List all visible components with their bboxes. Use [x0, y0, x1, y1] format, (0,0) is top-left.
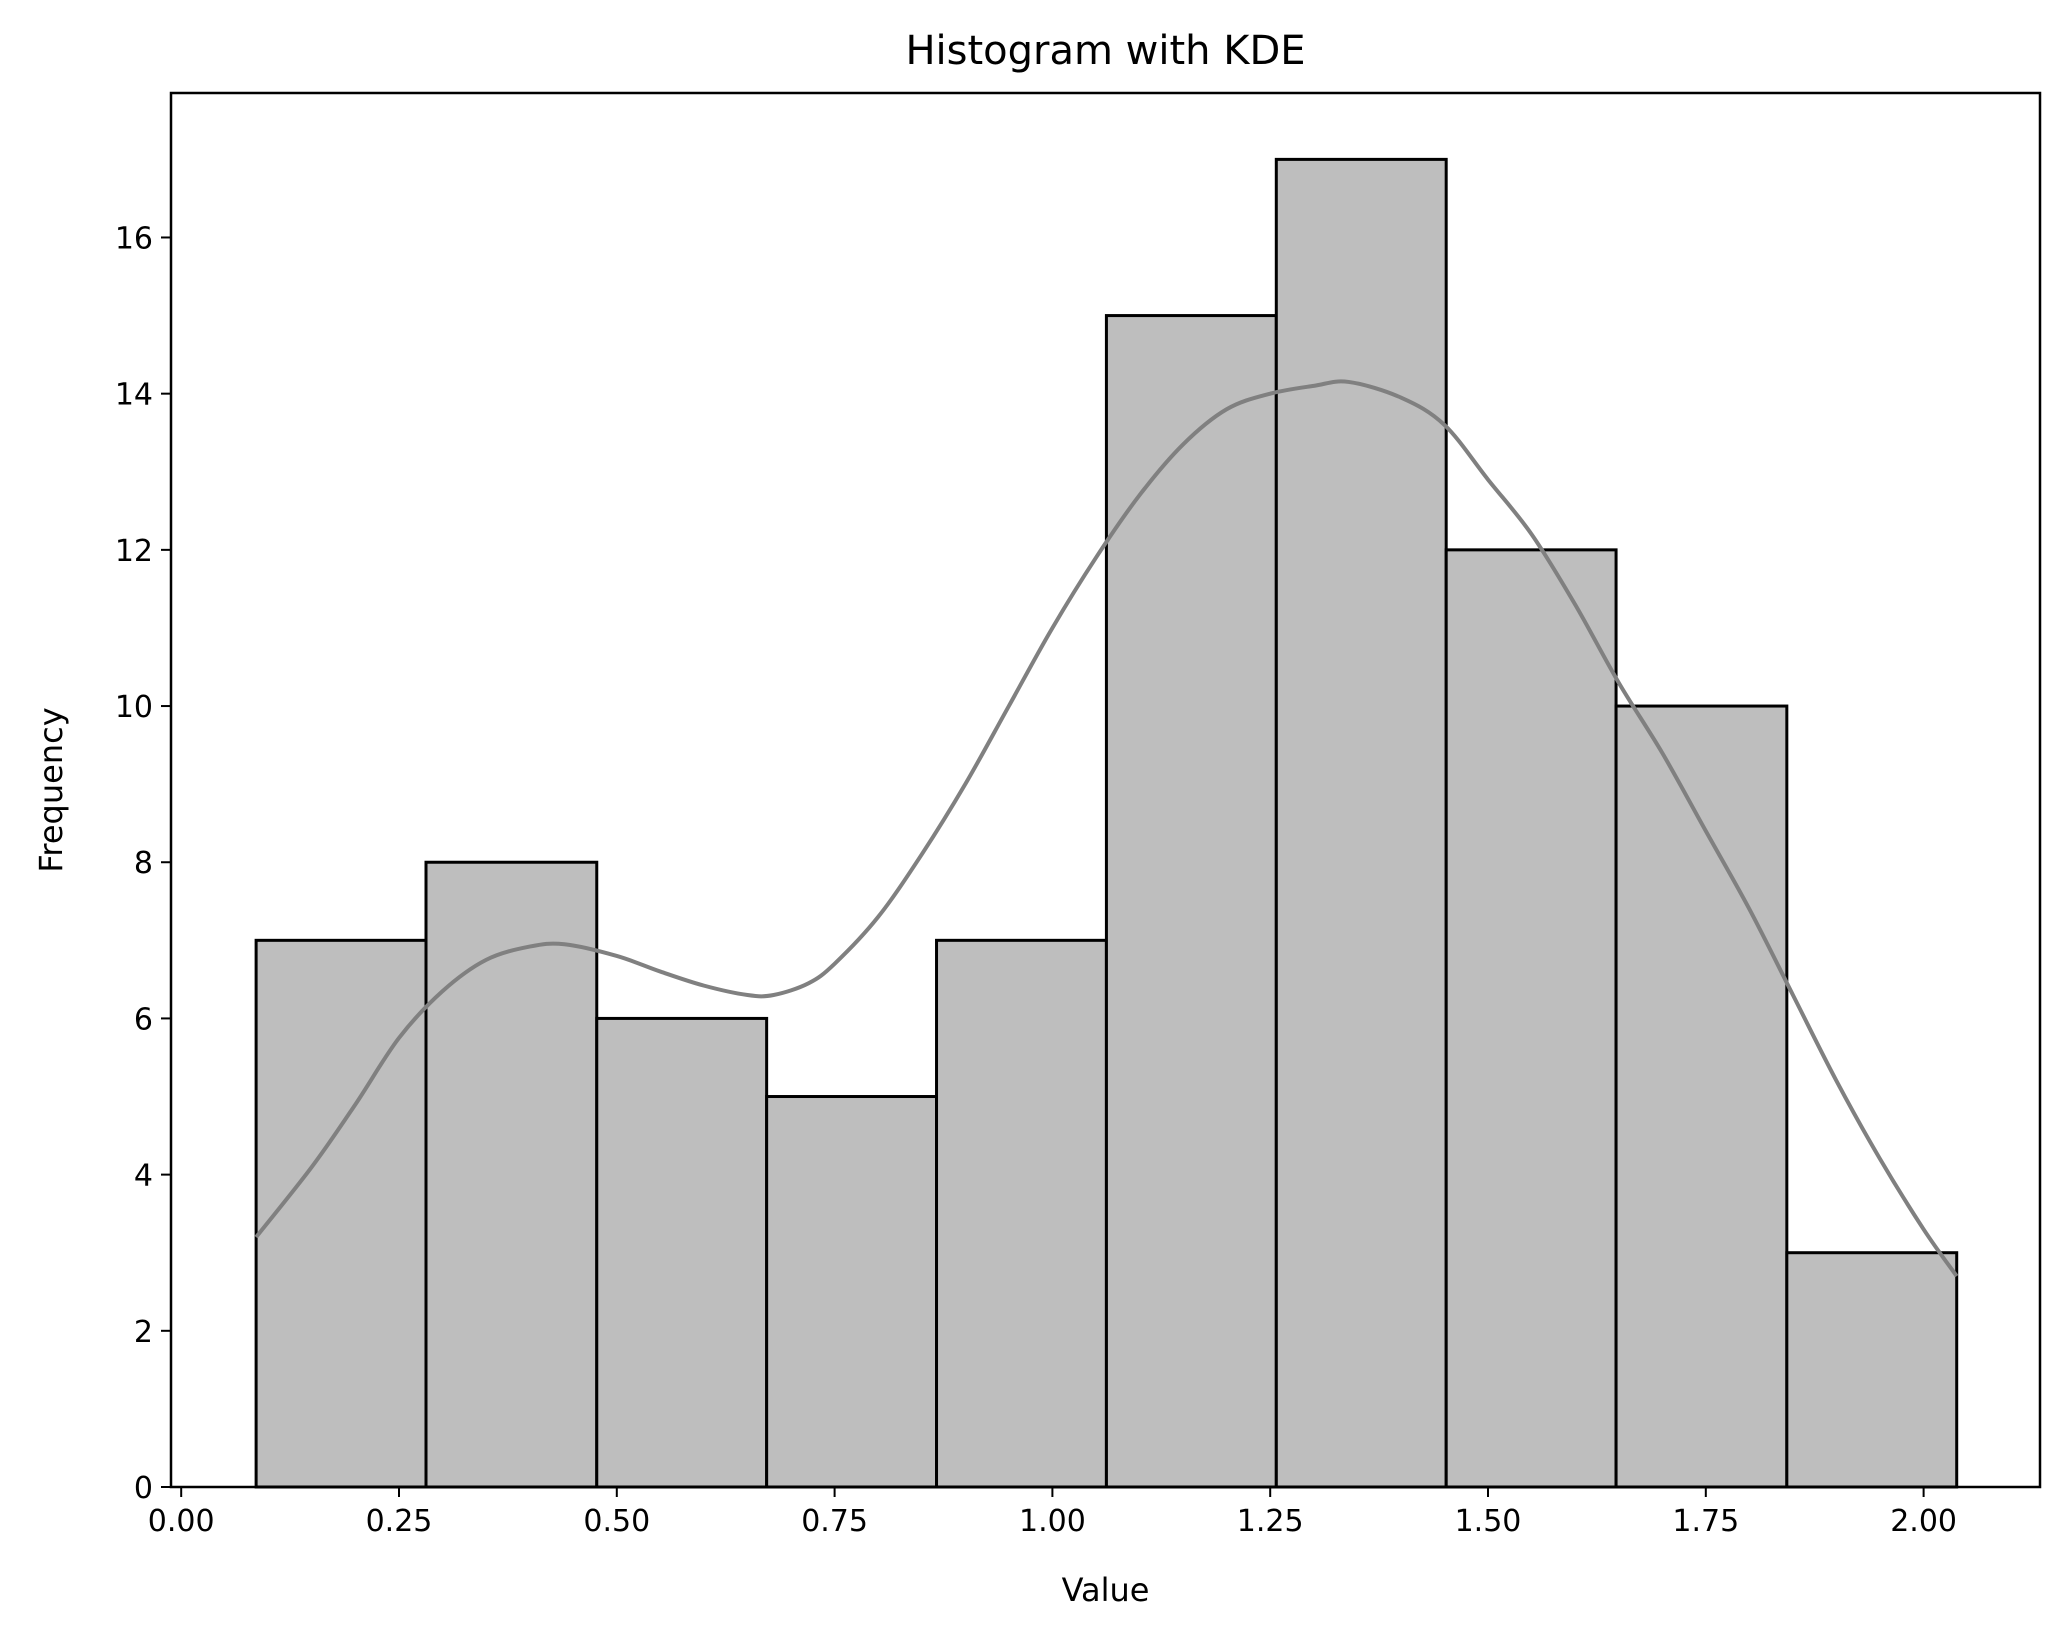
- histogram-bar-6: [1104, 314, 1278, 1489]
- x-tick-label: 0.75: [801, 1504, 868, 1539]
- x-tick-label: 1.50: [1455, 1504, 1522, 1539]
- y-axis-title: Frequency: [32, 707, 70, 872]
- y-tick-label: 14: [115, 378, 153, 413]
- x-tick-label: 1.75: [1672, 1504, 1739, 1539]
- histogram-bar-10: [1785, 1251, 1959, 1489]
- y-tick-label: 10: [115, 690, 153, 725]
- histogram-bar-8: [1444, 548, 1618, 1489]
- histogram-bar-1: [254, 938, 428, 1489]
- bars-layer: [254, 157, 1959, 1489]
- y-tick-label: 4: [134, 1159, 153, 1194]
- x-tick-label: 0.25: [366, 1504, 433, 1539]
- x-axis-title: Value: [1062, 1571, 1150, 1609]
- x-tick-label: 0.50: [583, 1504, 650, 1539]
- chart-title: Histogram with KDE: [905, 28, 1305, 74]
- histogram-bar-3: [595, 1016, 769, 1489]
- histogram-bar-2: [424, 860, 599, 1489]
- y-tick-label: 8: [134, 846, 153, 881]
- y-tick-label: 16: [115, 221, 153, 256]
- histogram-bar-7: [1274, 157, 1448, 1489]
- histogram-bar-9: [1614, 704, 1789, 1489]
- x-tick-label: 1.00: [1019, 1504, 1086, 1539]
- x-tick-label: 2.00: [1890, 1504, 1957, 1539]
- y-tick-label: 6: [134, 1002, 153, 1037]
- plot-frame: [169, 91, 2042, 1489]
- x-tick-label: 1.25: [1237, 1504, 1304, 1539]
- histogram-bar-5: [935, 938, 1108, 1489]
- y-axis: 0 2 4 6 8 10 12 14 16: [115, 221, 171, 1506]
- y-tick-label: 2: [134, 1315, 153, 1350]
- y-tick-label: 12: [115, 534, 153, 569]
- kde-curve: [254, 379, 1959, 1278]
- x-axis: 0.00 0.25 0.50 0.75 1.00 1.25 1.50 1.75 2.00: [148, 1487, 1957, 1539]
- x-tick-label: 0.00: [148, 1504, 215, 1539]
- histogram-bar-4: [765, 1095, 939, 1489]
- y-tick-label: 0: [134, 1471, 153, 1506]
